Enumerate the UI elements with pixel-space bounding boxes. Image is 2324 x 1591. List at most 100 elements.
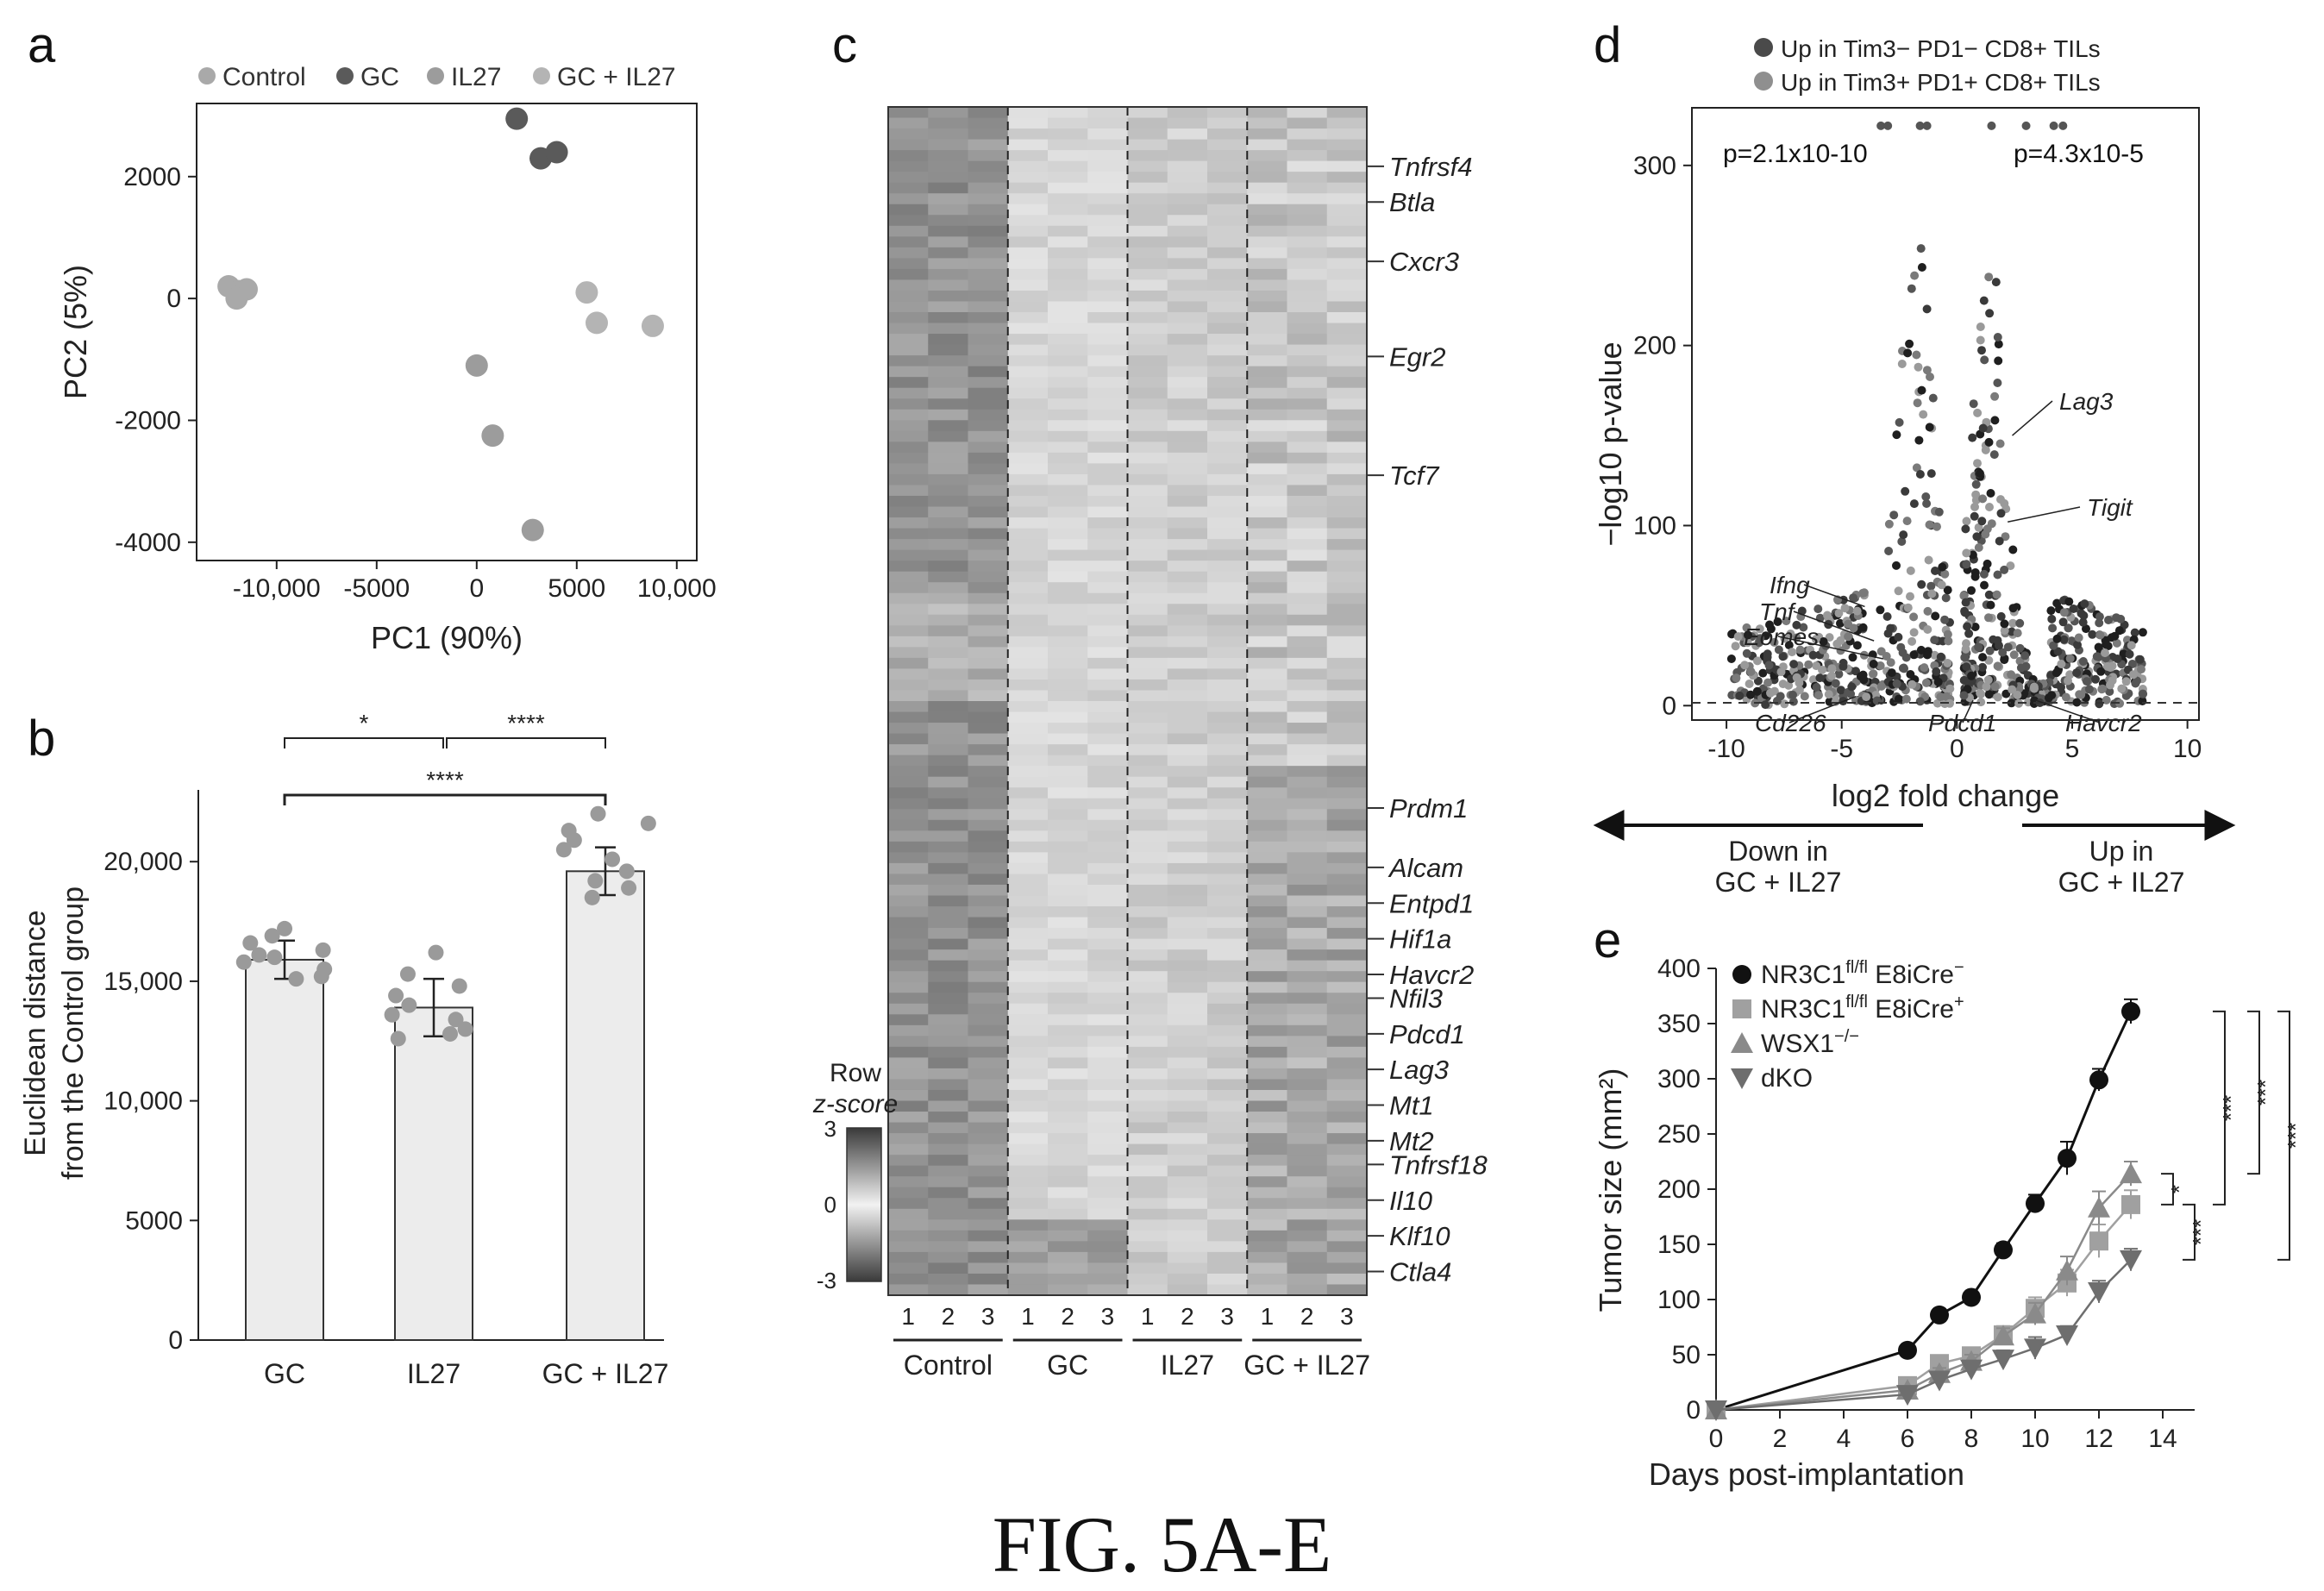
heatmap-cell	[1287, 204, 1328, 216]
heatmap-cell	[1007, 874, 1049, 886]
heatmap-cell	[1326, 625, 1368, 637]
legend-label: dKO	[1761, 1064, 1813, 1093]
colorbar-tick-min: -3	[817, 1268, 836, 1293]
heatmap-cell	[1326, 971, 1368, 983]
heatmap-cell	[1087, 1284, 1129, 1296]
data-marker	[1962, 1287, 1981, 1307]
volcano-point	[1901, 694, 1911, 704]
volcano-point	[1926, 469, 1936, 479]
heatmap-cell	[968, 657, 1009, 670]
volcano-point	[1976, 689, 1986, 698]
heatmap-cell	[1326, 517, 1368, 529]
heatmap-cell	[968, 215, 1009, 227]
heatmap-cell	[1127, 1284, 1168, 1296]
heatmap-cell	[1007, 236, 1049, 248]
volcano-point	[2015, 618, 2025, 628]
annotation-line	[2012, 400, 2053, 436]
heatmap-cell	[888, 592, 929, 604]
volcano-point	[1758, 668, 1768, 678]
heatmap-cell	[888, 895, 929, 907]
heatmap-cell	[1287, 323, 1328, 335]
heatmap-cell	[1247, 1079, 1288, 1091]
heatmap-cell	[928, 236, 969, 248]
heatmap-cell	[928, 733, 969, 745]
heatmap-cell	[1247, 582, 1288, 594]
heatmap-cell	[1207, 398, 1248, 410]
heatmap-cell	[888, 1165, 929, 1177]
heatmap-cell	[968, 409, 1009, 421]
heatmap-cell	[1007, 334, 1049, 346]
heatmap-cell	[888, 139, 929, 151]
heatmap-cell	[968, 549, 1009, 561]
heatmap-cell	[1207, 1176, 1248, 1188]
heatmap-cell	[1048, 485, 1088, 497]
significance-label: ***	[2188, 1219, 2214, 1245]
volcano-point	[1778, 680, 1788, 689]
heatmap-cell	[1048, 1176, 1088, 1188]
volcano-point	[1907, 680, 1917, 689]
heatmap-cell	[1287, 1251, 1328, 1264]
heatmap-cell	[1007, 495, 1049, 508]
heatmap-cell	[1207, 787, 1248, 799]
volcano-point	[1921, 678, 1931, 687]
legend-label: IL27	[451, 63, 501, 91]
heatmap-cell	[1087, 312, 1129, 324]
heatmap-cell	[1087, 204, 1129, 216]
heatmap-cell	[1247, 1003, 1288, 1015]
heatmap-cell	[1207, 442, 1248, 454]
volcano-point	[2108, 661, 2117, 671]
heatmap-cell	[1048, 668, 1088, 680]
heatmap-cell	[888, 247, 929, 259]
volcano-point	[2061, 692, 2070, 702]
volcano-point	[1906, 592, 1914, 601]
heatmap-cell	[1326, 1003, 1368, 1015]
heatmap-cell	[1048, 582, 1088, 594]
heatmap-cell	[1167, 1273, 1208, 1286]
volcano-point	[1974, 642, 1983, 652]
annotation-line	[2008, 506, 2081, 523]
x-tick-label: 5000	[548, 574, 605, 603]
x-tick-label: -5	[1830, 735, 1853, 763]
heatmap-cell	[1048, 204, 1088, 216]
heatmap-cell	[1167, 495, 1208, 508]
heatmap-cell	[928, 506, 969, 518]
heatmap-cell	[1287, 1230, 1328, 1242]
heatmap-cell	[928, 981, 969, 993]
heatmap-cell	[1326, 787, 1368, 799]
heatmap-cell	[1048, 798, 1088, 810]
volcano-point	[1944, 636, 1953, 646]
heatmap-cell	[1247, 247, 1288, 259]
heatmap-cell	[888, 841, 929, 853]
heatmap-cell	[1167, 949, 1208, 961]
heatmap-cell	[1287, 1024, 1328, 1037]
heatmap-cell	[968, 1262, 1009, 1275]
heatmap-cell	[968, 172, 1009, 184]
heatmap-cell	[1207, 1122, 1248, 1134]
heatmap-cell	[928, 1133, 969, 1145]
legend-marker	[533, 67, 550, 85]
data-marker	[1994, 1240, 2013, 1260]
replicate-point	[590, 805, 606, 822]
heatmap-cell	[1167, 139, 1208, 151]
heatmap-cell	[1287, 571, 1328, 583]
volcano-point	[2082, 677, 2091, 686]
volcano-point	[1862, 692, 1871, 702]
volcano-point	[1973, 459, 1982, 468]
heatmap-cell	[1207, 107, 1248, 119]
volcano-point	[1784, 641, 1794, 650]
volcano-point	[1993, 379, 2002, 387]
y-tick-label: 300	[1657, 1065, 1701, 1093]
x-axis-label: Days post-implantation	[1649, 1456, 1964, 1492]
heatmap-cell	[1048, 1068, 1088, 1081]
gene-annotation: Pdcd1	[1928, 710, 1996, 736]
volcano-point	[1884, 519, 1894, 529]
heatmap-cell	[1326, 182, 1368, 194]
heatmap-cell	[968, 430, 1009, 442]
heatmap-cell	[1247, 679, 1288, 692]
volcano-point	[1834, 669, 1844, 679]
heatmap-cell	[1048, 107, 1088, 119]
heatmap-cell	[1167, 279, 1208, 291]
heatmap-cell	[888, 614, 929, 626]
heatmap-cell	[1087, 1208, 1129, 1220]
heatmap-cell	[1207, 420, 1248, 432]
